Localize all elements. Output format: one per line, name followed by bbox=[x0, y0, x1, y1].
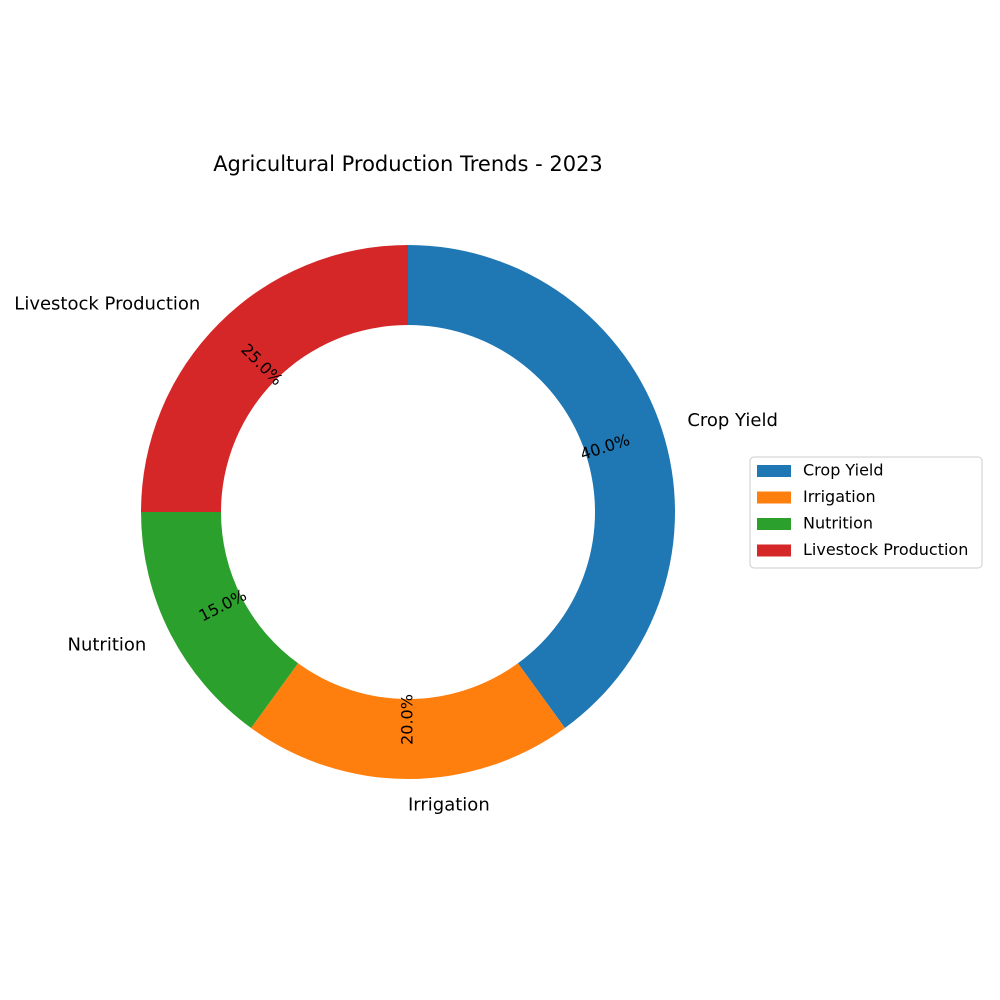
slice-crop-yield bbox=[408, 245, 676, 729]
legend-swatch-nutrition bbox=[757, 518, 791, 530]
percent-label-irrigation: 20.0% bbox=[398, 694, 417, 745]
chart-title: Agricultural Production Trends - 2023 bbox=[213, 152, 603, 176]
legend-label-nutrition: Nutrition bbox=[803, 514, 873, 533]
donut-slices bbox=[141, 245, 676, 779]
legend-label-crop-yield: Crop Yield bbox=[803, 461, 884, 480]
slice-livestock-production bbox=[141, 245, 408, 512]
legend-swatch-crop-yield bbox=[757, 465, 791, 477]
slice-nutrition bbox=[141, 512, 299, 729]
legend-label-irrigation: Irrigation bbox=[803, 487, 876, 506]
slice-label-nutrition: Nutrition bbox=[67, 634, 146, 655]
slice-labels: Crop Yield Irrigation Nutrition Livestock P… bbox=[14, 293, 778, 815]
legend: Crop Yield Irrigation Nutrition Livestock P… bbox=[749, 456, 983, 569]
legend-label-livestock-production: Livestock Production bbox=[803, 540, 968, 559]
legend-frame bbox=[749, 456, 983, 569]
legend-swatch-livestock-production bbox=[757, 544, 791, 557]
slice-irrigation bbox=[251, 663, 565, 779]
slice-label-livestock-production: Livestock Production bbox=[14, 293, 200, 314]
slice-label-crop-yield: Crop Yield bbox=[687, 410, 778, 431]
slice-label-irrigation: Irrigation bbox=[408, 795, 490, 816]
legend-entries: Crop Yield Irrigation Nutrition Livestock P… bbox=[757, 461, 968, 559]
legend-swatch-irrigation bbox=[757, 491, 791, 504]
